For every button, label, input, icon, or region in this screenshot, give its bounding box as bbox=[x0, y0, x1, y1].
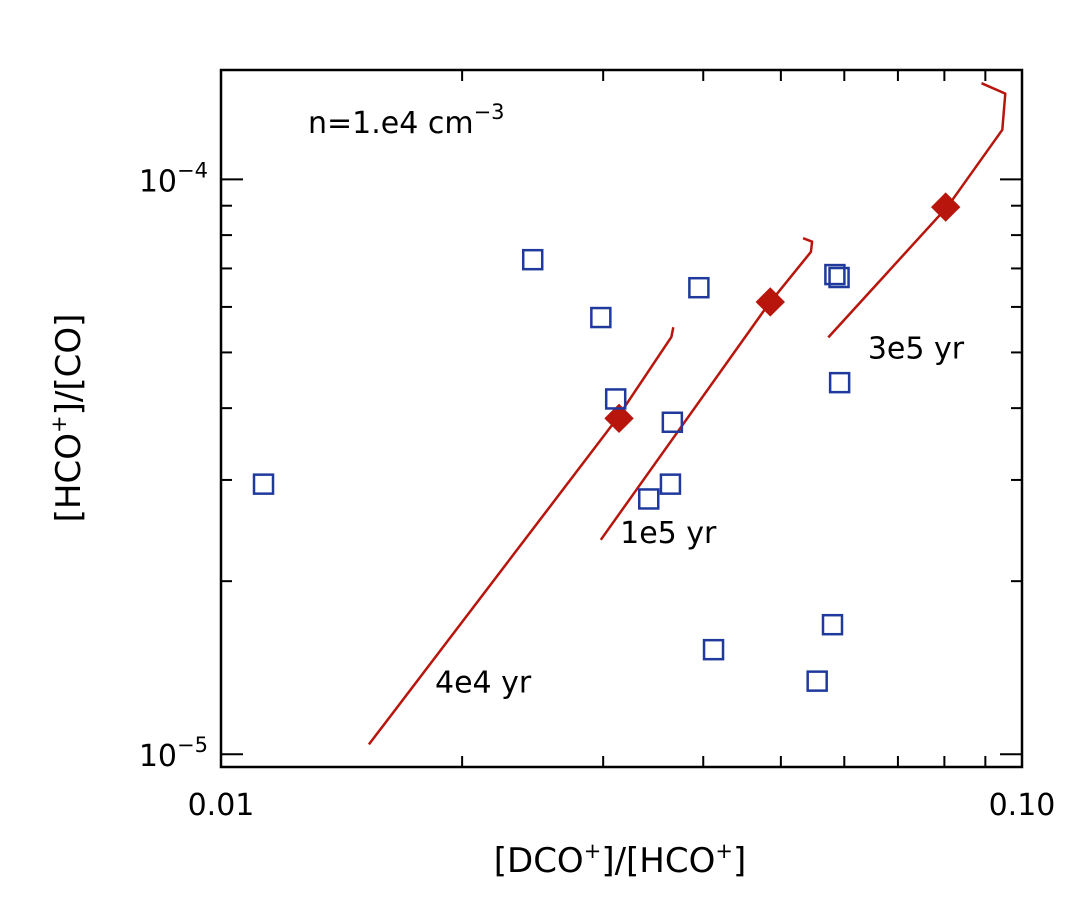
x-axis-title-superscript: + bbox=[715, 839, 733, 863]
model-label-1e5: 1e5 yr bbox=[620, 516, 717, 551]
x-tick-label: 0.01 bbox=[188, 788, 255, 823]
model-curve bbox=[599, 237, 814, 541]
y-tick-exponent: −5 bbox=[177, 733, 208, 757]
observation-square bbox=[604, 388, 627, 410]
observation-square bbox=[824, 263, 846, 286]
y-axis-title-superscript: + bbox=[47, 415, 71, 433]
y-tick-base: 10 bbox=[139, 739, 177, 774]
x-axis-title-part: [DCO bbox=[494, 841, 584, 881]
density-label-text: n=1.e4 cm bbox=[308, 106, 474, 141]
model-curve bbox=[367, 327, 675, 746]
x-axis-title: [DCO+]/[HCO+] bbox=[494, 839, 747, 881]
model-marker bbox=[755, 287, 785, 317]
y-tick-label: 10−5 bbox=[139, 733, 208, 774]
observation-square bbox=[638, 488, 660, 510]
y-axis-title: [HCO+]/[CO] bbox=[47, 314, 89, 523]
model-curve bbox=[827, 82, 1007, 339]
plot-area bbox=[219, 68, 1024, 769]
model-curves bbox=[367, 82, 1007, 746]
observation-points bbox=[252, 248, 851, 692]
observation-square bbox=[252, 473, 275, 495]
density-label: n=1.e4 cm−3 bbox=[308, 100, 505, 141]
observation-square bbox=[828, 371, 851, 394]
y-tick-base: 10 bbox=[139, 164, 177, 199]
plot-frame bbox=[219, 68, 1024, 769]
observation-square bbox=[688, 276, 710, 299]
model-marker bbox=[604, 403, 634, 434]
x-axis-title-superscript: + bbox=[584, 839, 602, 863]
x-axis-title-part: ] bbox=[733, 841, 746, 881]
y-axis-title-part: ]/[CO] bbox=[49, 314, 89, 416]
observation-square bbox=[659, 473, 682, 495]
y-axis-title-part: [HCO bbox=[49, 433, 89, 522]
model-label-3e5: 3e5 yr bbox=[868, 331, 965, 366]
axis-ticks bbox=[220, 70, 1023, 767]
observation-square bbox=[702, 638, 725, 661]
x-tick-label: 0.10 bbox=[989, 788, 1056, 823]
observation-square bbox=[590, 306, 612, 329]
x-axis-title-part: ]/[HCO bbox=[601, 841, 715, 881]
observation-square bbox=[521, 248, 544, 271]
observation-square bbox=[661, 411, 684, 434]
model-label-4e4: 4e4 yr bbox=[435, 666, 532, 701]
observation-square bbox=[828, 266, 850, 289]
observation-square bbox=[806, 670, 828, 692]
y-tick-exponent: −4 bbox=[177, 158, 208, 182]
observation-square bbox=[821, 613, 844, 636]
y-tick-label: 10−4 bbox=[139, 158, 208, 199]
density-label-exponent: −3 bbox=[474, 100, 505, 124]
model-marker bbox=[930, 192, 961, 222]
